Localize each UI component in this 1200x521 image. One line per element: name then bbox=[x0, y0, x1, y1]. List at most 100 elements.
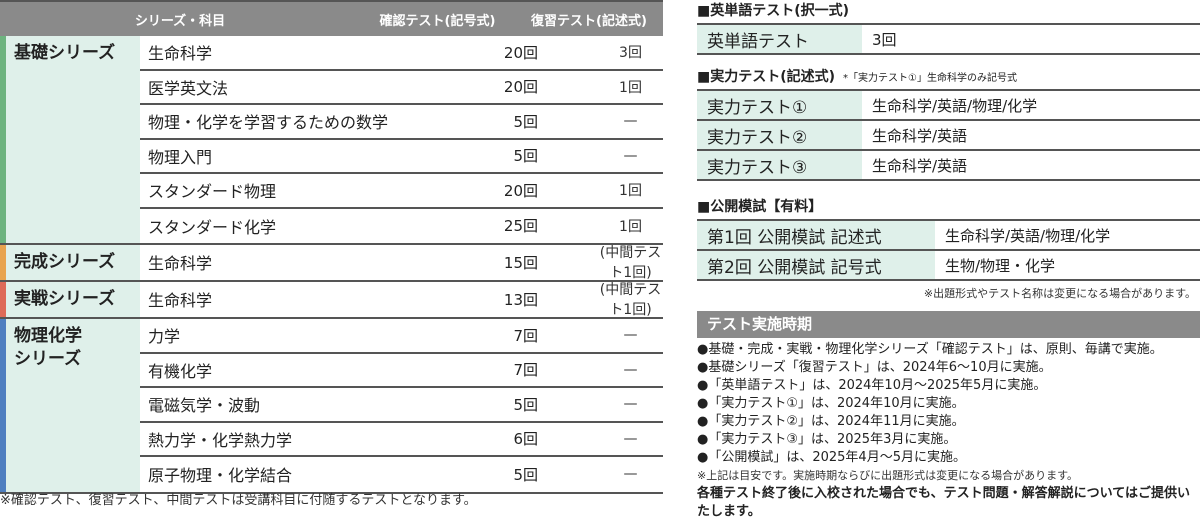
schedule-item: ●「実力テスト③」は、2025年3月に実施。 bbox=[697, 432, 957, 447]
table-row: 実力テスト② 生命科学/英語 bbox=[697, 121, 1200, 151]
series-group: 物理化学 シリーズ 力学 7回 — 有機化学 7回 — 電磁気学・波動 5回 — 熱力学・化学熱力学 6… bbox=[0, 319, 663, 494]
check-test-count: 25回 bbox=[503, 217, 538, 236]
review-test-count: (中間テスト1回) bbox=[599, 282, 662, 319]
review-test-count: — bbox=[623, 147, 638, 164]
subject-cell: 生命科学 bbox=[148, 44, 213, 64]
table-row: 原子物理・化学結合 5回 — bbox=[140, 457, 663, 492]
subject-cell: スタンダード物理 bbox=[148, 182, 277, 202]
table-row: 第1回 公開模試 記述式 生命科学/英語/物理/化学 bbox=[697, 221, 1200, 251]
subject-cell: 電磁気学・波動 bbox=[148, 396, 261, 416]
table-row: 熱力学・化学熱力学 6回 — bbox=[140, 423, 663, 457]
row-label: 第1回 公開模試 記述式 bbox=[697, 221, 935, 249]
table-row: 第2回 公開模試 記号式 生物/物理・化学 bbox=[697, 251, 1200, 281]
table-row: 物理・化学を学習するための数学 5回 — bbox=[140, 105, 663, 140]
subject-cell: 力学 bbox=[148, 327, 181, 347]
schedule-item: ●基礎シリーズ「復習テスト」は、2024年6～10月に実施。 bbox=[697, 360, 1052, 375]
schedule-title: テスト実施時期 bbox=[697, 311, 1200, 338]
schedule-note: ※上記は目安です。実施時期ならびに出題形式は変更になる場合があります。 bbox=[697, 469, 1079, 482]
review-test-count: — bbox=[623, 361, 638, 378]
header-series: シリーズ・科目 bbox=[134, 13, 226, 29]
table-row: 医学英文法 20回 1回 bbox=[140, 71, 663, 105]
schedule-footer: 各種テスト終了後に入校された場合でも、テスト問題・解答解説についてはご提供いたし… bbox=[697, 486, 1190, 519]
row-value: 生物/物理・化学 bbox=[945, 256, 1056, 275]
check-test-count: 5回 bbox=[513, 465, 538, 484]
table-row: 有機化学 7回 — bbox=[140, 354, 663, 388]
row-value: 3回 bbox=[872, 30, 897, 49]
ability-heading-text: ■実力テスト(記述式) bbox=[697, 69, 836, 85]
review-test-count: — bbox=[623, 113, 638, 130]
vocab-heading: ■英単語テスト(択一式) bbox=[697, 3, 850, 19]
row-value: 生命科学/英語/物理/化学 bbox=[872, 96, 1038, 115]
row-label: 第2回 公開模試 記号式 bbox=[697, 251, 935, 279]
row-label: 実力テスト① bbox=[697, 91, 862, 119]
check-test-count: 15回 bbox=[503, 253, 538, 272]
review-test-count: 3回 bbox=[619, 45, 642, 62]
mock-heading: ■公開模試【有料】 bbox=[697, 199, 823, 215]
check-test-count: 7回 bbox=[513, 326, 538, 345]
check-test-count: 20回 bbox=[503, 78, 538, 97]
schedule-item: ●「公開模試」は、2025年4月～5月に実施。 bbox=[697, 450, 966, 465]
review-test-count: — bbox=[623, 396, 638, 413]
table-row: 生命科学 13回 (中間テスト1回) bbox=[140, 282, 663, 319]
vocab-table: 英単語テスト 3回 bbox=[697, 23, 1200, 55]
series-group: 基礎シリーズ 生命科学 20回 3回 医学英文法 20回 1回 物理・化学を学習するための数学… bbox=[0, 36, 663, 245]
table-row: 実力テスト③ 生命科学/英語 bbox=[697, 151, 1200, 181]
row-label: 実力テスト② bbox=[697, 121, 862, 149]
series-group: 完成シリーズ 生命科学 15回 (中間テスト1回) bbox=[0, 245, 663, 282]
review-test-count: 1回 bbox=[619, 218, 642, 235]
series-label: 物理化学 シリーズ bbox=[0, 319, 140, 492]
subject-cell: 物理・化学を学習するための数学 bbox=[148, 113, 389, 133]
table-row: 電磁気学・波動 5回 — bbox=[140, 388, 663, 423]
subject-cell: 原子物理・化学結合 bbox=[148, 466, 293, 486]
review-test-count: — bbox=[623, 327, 638, 344]
schedule-item: ●基礎・完成・実戦・物理化学シリーズ「確認テスト」は、原則、毎講で実施。 bbox=[697, 342, 1163, 357]
row-label: 英単語テスト bbox=[697, 25, 862, 53]
table-header: シリーズ・科目 確認テスト(記号式) 復習テスト(記述式) bbox=[0, 0, 663, 36]
table-row: 物理入門 5回 — bbox=[140, 140, 663, 174]
ability-subnote: *「実力テスト①」生命科学のみ記号式 bbox=[843, 73, 1017, 84]
subject-cell: 有機化学 bbox=[148, 361, 213, 381]
series-label: 基礎シリーズ bbox=[0, 36, 140, 243]
table-row: スタンダード物理 20回 1回 bbox=[140, 174, 663, 209]
check-test-count: 5回 bbox=[513, 112, 538, 131]
check-test-count: 20回 bbox=[503, 43, 538, 62]
schedule-item: ●「実力テスト②」は、2024年11月に実施。 bbox=[697, 414, 965, 429]
review-test-count: — bbox=[623, 466, 638, 483]
ability-table: 実力テスト① 生命科学/英語/物理/化学 実力テスト② 生命科学/英語 実力テスト③… bbox=[697, 89, 1200, 181]
check-test-count: 6回 bbox=[513, 430, 538, 449]
subject-cell: 生命科学 bbox=[148, 291, 213, 311]
check-test-count: 20回 bbox=[503, 181, 538, 200]
table-row: 生命科学 15回 (中間テスト1回) bbox=[140, 245, 663, 282]
ability-heading: ■実力テスト(記述式) *「実力テスト①」生命科学のみ記号式 bbox=[697, 66, 1017, 86]
left-note: ※確認テスト、復習テスト、中間テストは受講科目に付随するテストとなります。 bbox=[0, 493, 477, 508]
schedule-item: ●「実力テスト①」は、2024年10月に実施。 bbox=[697, 396, 965, 411]
check-test-count: 7回 bbox=[513, 361, 538, 380]
subject-cell: 物理入門 bbox=[148, 147, 213, 167]
review-test-count: (中間テスト1回) bbox=[599, 245, 662, 282]
test-schedule-table: シリーズ・科目 確認テスト(記号式) 復習テスト(記述式) 基礎シリーズ 生命科学… bbox=[0, 0, 663, 494]
mock-table: 第1回 公開模試 記述式 生命科学/英語/物理/化学 第2回 公開模試 記号式 生物… bbox=[697, 219, 1200, 281]
table-row: 実力テスト① 生命科学/英語/物理/化学 bbox=[697, 91, 1200, 121]
subject-cell: 熱力学・化学熱力学 bbox=[148, 430, 293, 450]
review-test-count: 1回 bbox=[619, 79, 642, 96]
row-value: 生命科学/英語 bbox=[872, 126, 968, 145]
review-test-count: — bbox=[623, 430, 638, 447]
subject-cell: 生命科学 bbox=[148, 254, 213, 274]
table-row: 英単語テスト 3回 bbox=[697, 25, 1200, 55]
header-review-test: 復習テスト(記述式) bbox=[531, 13, 647, 29]
subject-cell: 医学英文法 bbox=[148, 78, 229, 98]
row-value: 生命科学/英語 bbox=[872, 156, 968, 175]
row-label: 実力テスト③ bbox=[697, 151, 862, 179]
check-test-count: 13回 bbox=[503, 290, 538, 309]
header-check-test: 確認テスト(記号式) bbox=[379, 13, 496, 29]
row-value: 生命科学/英語/物理/化学 bbox=[945, 226, 1111, 245]
check-test-count: 5回 bbox=[513, 147, 538, 166]
series-label: 実戦シリーズ bbox=[0, 282, 140, 317]
series-label: 完成シリーズ bbox=[0, 245, 140, 280]
table-row: 生命科学 20回 3回 bbox=[140, 36, 663, 71]
schedule-item: ●「英単語テスト」は、2024年10月～2025年5月に実施。 bbox=[697, 378, 1047, 393]
mock-note: ※出題形式やテスト名称は変更になる場合があります。 bbox=[923, 287, 1196, 300]
check-test-count: 5回 bbox=[513, 395, 538, 414]
review-test-count: 1回 bbox=[619, 183, 642, 200]
schedule-list: ●基礎・完成・実戦・物理化学シリーズ「確認テスト」は、原則、毎講で実施。 ●基礎… bbox=[697, 341, 1200, 521]
